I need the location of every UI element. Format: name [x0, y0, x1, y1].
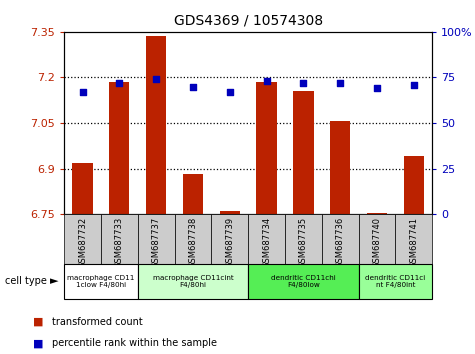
Point — [336, 80, 344, 86]
Bar — [101, 214, 138, 264]
Title: GDS4369 / 10574308: GDS4369 / 10574308 — [174, 14, 323, 28]
Text: macrophage CD11cint
F4/80hi: macrophage CD11cint F4/80hi — [152, 275, 233, 288]
Bar — [395, 214, 432, 264]
Text: macrophage CD11
1clow F4/80hi: macrophage CD11 1clow F4/80hi — [67, 275, 134, 288]
Bar — [248, 214, 285, 264]
Text: GSM687737: GSM687737 — [152, 217, 161, 268]
Bar — [404, 156, 424, 214]
Text: GSM687735: GSM687735 — [299, 217, 308, 268]
Point — [79, 89, 86, 95]
Point — [152, 76, 160, 82]
Bar — [64, 214, 101, 264]
Text: cell type: cell type — [5, 276, 47, 286]
Text: GSM687739: GSM687739 — [225, 217, 234, 268]
Bar — [322, 214, 359, 264]
Point — [115, 80, 123, 86]
Bar — [367, 213, 387, 214]
Bar — [138, 264, 248, 299]
Text: GSM687738: GSM687738 — [189, 217, 198, 268]
Bar — [64, 264, 138, 299]
Bar — [248, 264, 359, 299]
Text: GSM687741: GSM687741 — [409, 217, 418, 268]
Point — [373, 86, 381, 91]
Point — [189, 84, 197, 89]
Text: GSM687736: GSM687736 — [336, 217, 345, 268]
Point — [226, 89, 234, 95]
Bar — [219, 211, 240, 214]
Text: ►: ► — [50, 276, 58, 286]
Text: GSM687740: GSM687740 — [372, 217, 381, 268]
Bar — [330, 121, 351, 214]
Text: GSM687734: GSM687734 — [262, 217, 271, 268]
Text: ■: ■ — [33, 317, 44, 327]
Bar — [109, 82, 130, 214]
Text: GSM687733: GSM687733 — [115, 217, 124, 268]
Text: dendritic CD11ci
nt F4/80int: dendritic CD11ci nt F4/80int — [365, 275, 426, 288]
Bar — [359, 264, 432, 299]
Point — [410, 82, 418, 87]
Text: transformed count: transformed count — [52, 317, 143, 327]
Point — [300, 80, 307, 86]
Text: ■: ■ — [33, 338, 44, 348]
Text: dendritic CD11chi
F4/80low: dendritic CD11chi F4/80low — [271, 275, 336, 288]
Text: GSM687732: GSM687732 — [78, 217, 87, 268]
Bar — [72, 162, 93, 214]
Bar — [138, 214, 175, 264]
Bar — [211, 214, 248, 264]
Bar — [175, 214, 211, 264]
Bar — [359, 214, 395, 264]
Bar — [285, 214, 322, 264]
Bar — [146, 36, 166, 214]
Point — [263, 78, 270, 84]
Bar — [293, 91, 314, 214]
Text: percentile rank within the sample: percentile rank within the sample — [52, 338, 217, 348]
Bar — [256, 82, 277, 214]
Bar — [183, 174, 203, 214]
